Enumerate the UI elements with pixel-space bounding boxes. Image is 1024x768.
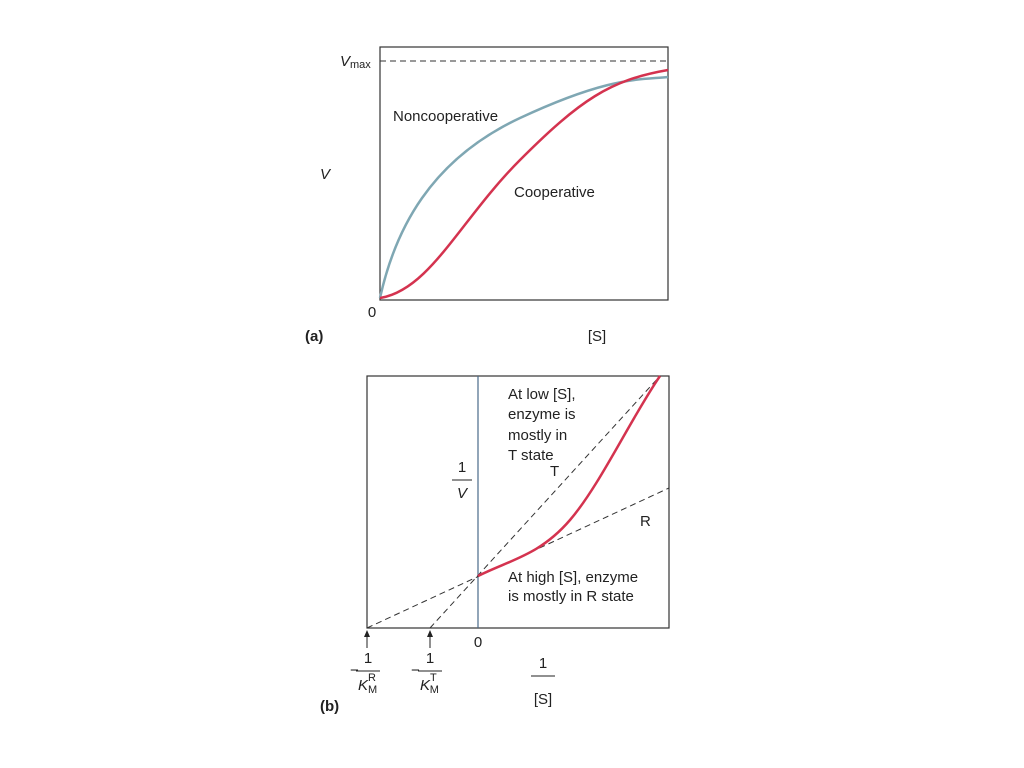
cooperative-label: Cooperative	[514, 184, 595, 201]
cooperative-curve	[477, 375, 662, 578]
noncooperative-curve	[378, 75, 669, 299]
t-label: T	[550, 463, 559, 480]
arrow-head	[364, 630, 370, 637]
x-label: [S]	[588, 328, 606, 345]
y-label-den: V	[457, 485, 469, 502]
km-r-num: 1	[364, 650, 372, 667]
plot-frame	[379, 46, 669, 301]
origin: 0	[474, 634, 482, 651]
y-label: V	[320, 166, 332, 183]
plot-frame	[366, 375, 670, 629]
x-label-den: [S]	[534, 691, 552, 708]
minus: −	[411, 662, 420, 679]
km-t-den: KT M	[420, 672, 439, 696]
high-note: At high [S], enzyme is mostly in R state	[508, 569, 642, 605]
r-line	[366, 487, 670, 629]
t-line	[429, 375, 661, 629]
arrow-head	[427, 630, 433, 637]
origin: 0	[368, 304, 376, 321]
km-t-num: 1	[426, 650, 434, 667]
vmax-label: Vmax	[340, 53, 371, 71]
minus: −	[350, 662, 359, 679]
r-label: R	[640, 513, 651, 530]
panel-label: (b)	[320, 698, 339, 715]
low-note: At low [S], enzyme is mostly in T state	[508, 386, 580, 464]
km-r-den: KR M	[358, 672, 377, 696]
y-label-num: 1	[458, 459, 466, 476]
noncooperative-label: Noncooperative	[393, 108, 498, 125]
panel-label: (a)	[305, 328, 323, 345]
x-label-num: 1	[539, 655, 547, 672]
cooperative-curve	[379, 68, 669, 300]
